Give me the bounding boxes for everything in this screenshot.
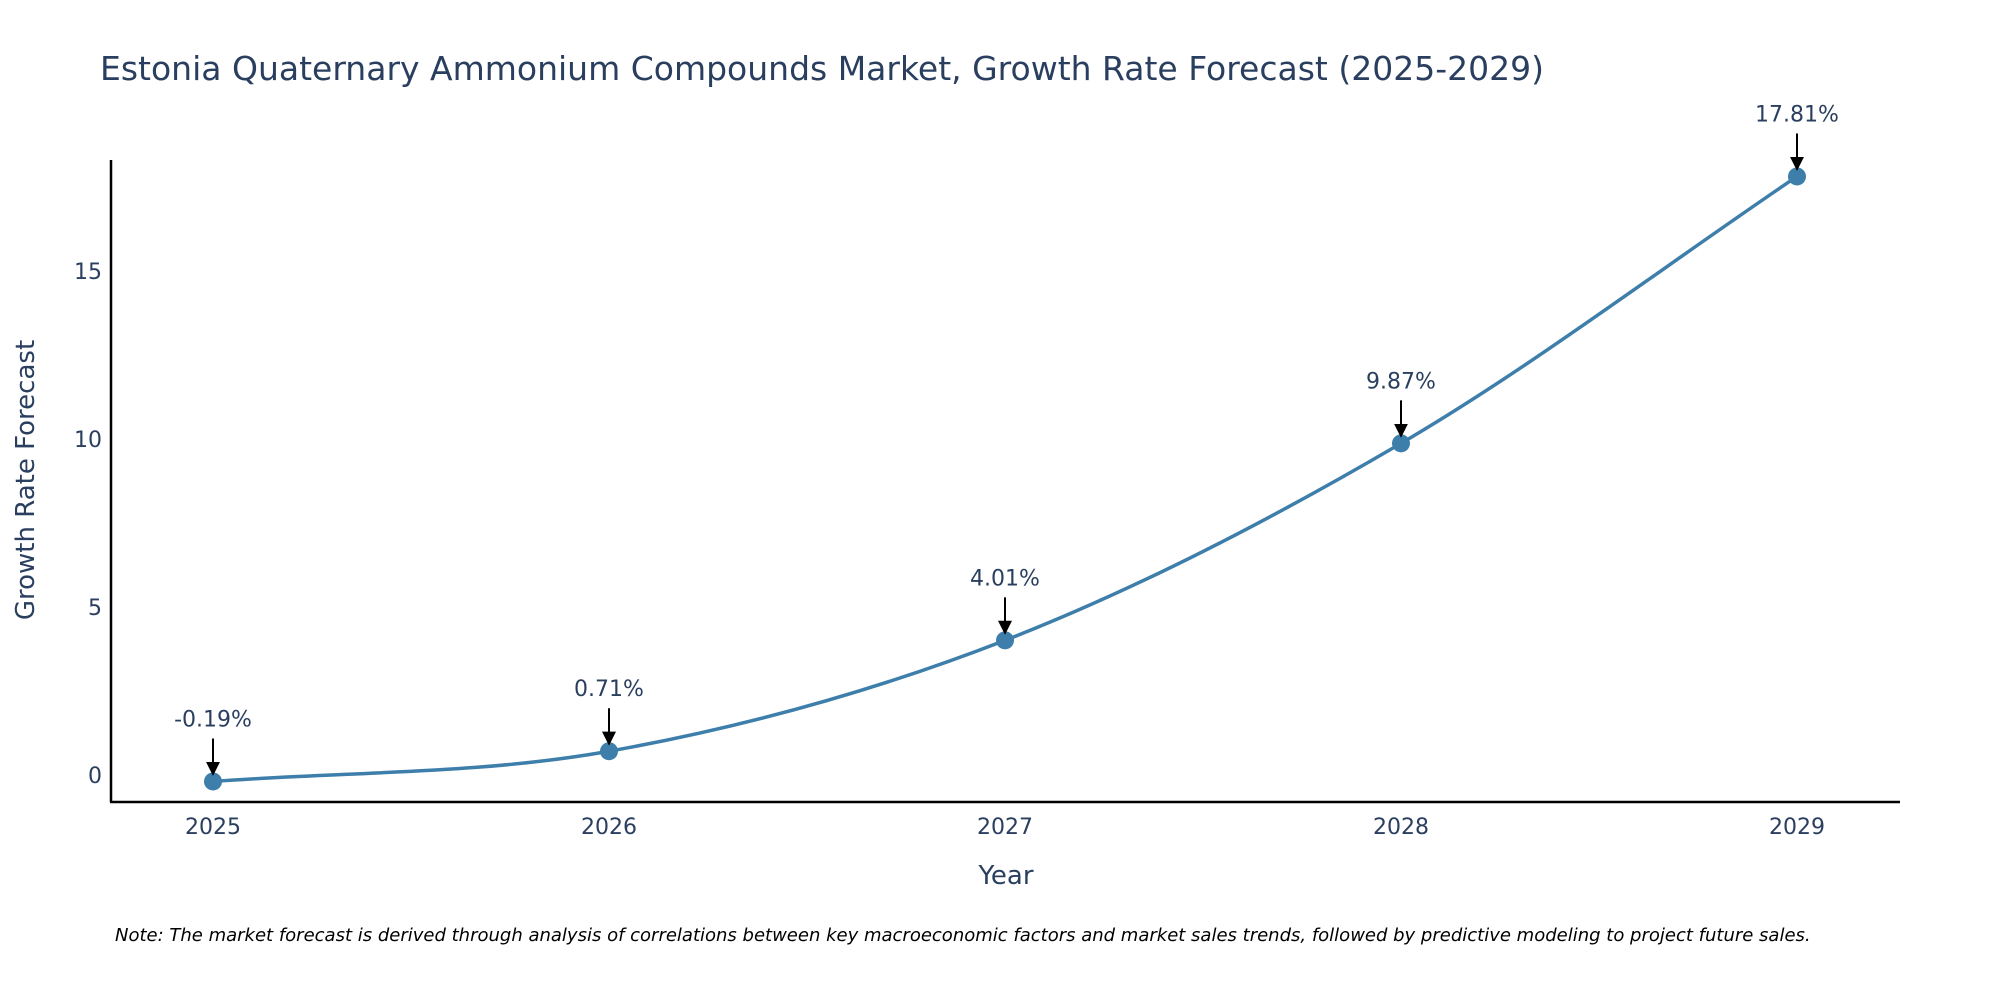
data-point xyxy=(1392,434,1410,453)
x-tick-label: 2025 xyxy=(185,815,241,840)
data-annotations: -0.19% 0.71% 4.01% 9.87% 17.81% xyxy=(174,102,1839,776)
data-label: 17.81% xyxy=(1755,102,1839,127)
data-label: 0.71% xyxy=(574,677,644,702)
data-label: 9.87% xyxy=(1366,369,1436,394)
x-tick-label: 2027 xyxy=(977,815,1033,840)
x-tick-label: 2029 xyxy=(1769,815,1825,840)
data-point xyxy=(1788,167,1806,186)
y-tick-labels: 0 5 10 15 xyxy=(74,260,102,789)
y-axis-title: Growth Rate Forecast xyxy=(11,340,41,620)
chart-title: Estonia Quaternary Ammonium Compounds Ma… xyxy=(100,49,1544,88)
y-tick-label: 10 xyxy=(74,428,102,453)
x-tick-label: 2026 xyxy=(581,815,637,840)
series-line xyxy=(212,175,1798,784)
data-point xyxy=(204,772,222,791)
x-tick-label: 2028 xyxy=(1373,815,1429,840)
y-tick-label: 0 xyxy=(88,764,102,789)
data-point xyxy=(600,742,618,761)
x-axis-title: Year xyxy=(977,861,1033,891)
y-tick-label: 15 xyxy=(74,260,102,285)
data-point xyxy=(996,631,1014,650)
x-tick-labels: 2025 2026 2027 2028 2029 xyxy=(185,815,1825,840)
y-tick-label: 5 xyxy=(88,596,102,621)
footnote: Note: The market forecast is derived thr… xyxy=(115,925,1811,946)
data-markers xyxy=(204,167,1806,791)
data-label: 4.01% xyxy=(970,566,1040,591)
data-label: -0.19% xyxy=(174,707,252,732)
